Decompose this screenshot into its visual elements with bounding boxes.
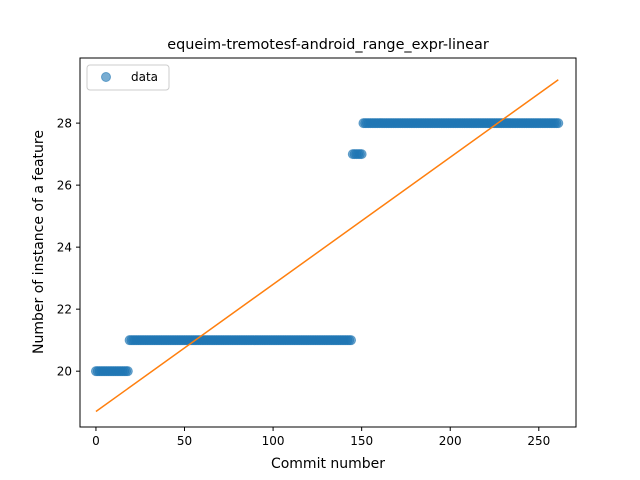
x-tick-label: 250 <box>527 434 550 448</box>
legend: data <box>86 64 170 91</box>
y-tick-label: 28 <box>57 117 72 131</box>
y-tick-label: 20 <box>57 365 72 379</box>
y-tick-label: 22 <box>57 303 72 317</box>
legend-box <box>86 64 170 91</box>
y-tick-label: 24 <box>57 241 72 255</box>
axis-ticks: 0 50 100 150 200 250 20 22 24 26 28 <box>57 117 551 448</box>
x-axis-title: Commit number <box>271 456 385 472</box>
data-point <box>346 335 357 346</box>
chart-title: equeim-tremotesf-android_range_expr-line… <box>167 37 489 53</box>
legend-label-data: data <box>131 70 158 84</box>
data-point <box>356 149 367 160</box>
x-tick-label: 150 <box>350 434 373 448</box>
x-tick-label: 50 <box>177 434 192 448</box>
x-tick-label: 200 <box>439 434 462 448</box>
x-tick-label: 100 <box>262 434 285 448</box>
legend-marker-data <box>101 72 111 82</box>
fit-line <box>95 79 559 413</box>
data-point <box>122 366 133 377</box>
y-axis-title: Number of instance of a feature <box>31 130 47 354</box>
data-point <box>553 118 564 129</box>
plot-area <box>90 79 564 413</box>
axes-frame <box>79 57 577 428</box>
x-tick-label: 0 <box>92 434 100 448</box>
y-tick-label: 26 <box>57 179 72 193</box>
